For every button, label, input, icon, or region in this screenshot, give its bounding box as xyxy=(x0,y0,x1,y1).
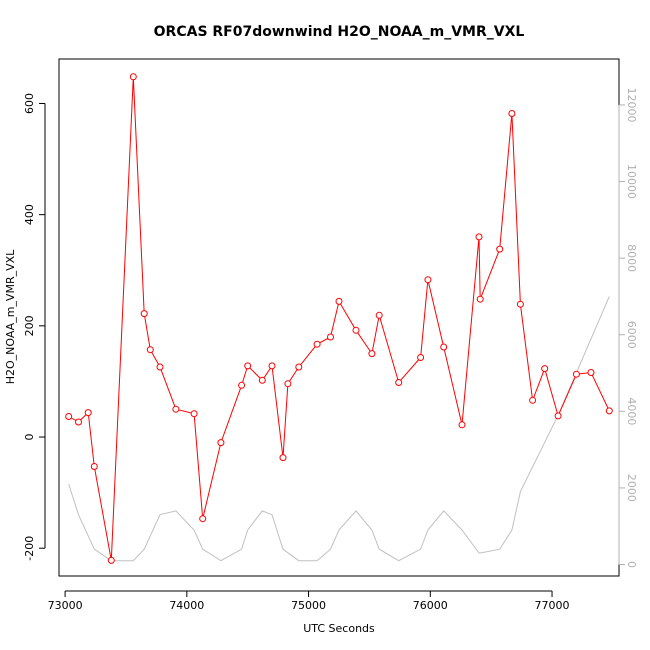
data-point xyxy=(368,350,376,358)
data-point xyxy=(476,295,484,303)
data-point xyxy=(129,73,137,81)
data-point xyxy=(107,556,115,564)
data-point xyxy=(516,300,524,308)
data-point xyxy=(424,276,432,284)
series-line-1 xyxy=(68,296,610,562)
data-point xyxy=(496,245,504,253)
data-point xyxy=(313,340,321,348)
altitude-series xyxy=(68,296,610,562)
x-axis-label: UTC Seconds xyxy=(303,622,375,635)
data-point xyxy=(440,343,448,351)
data-point xyxy=(375,311,383,319)
data-point xyxy=(190,410,198,418)
y-axis-label: H2O_NOAA_m_VMR_VXL xyxy=(4,249,17,384)
plot-frame xyxy=(58,58,620,577)
data-point xyxy=(395,379,403,386)
data-point xyxy=(84,409,92,417)
series-line-0 xyxy=(68,76,610,561)
data-point xyxy=(244,362,252,370)
y-axis-right: 0 2000 4000 6000 8000 10000 12000 xyxy=(618,87,638,568)
data-point xyxy=(587,369,595,376)
chart-title: ORCAS RF07downwind H2O_NOAA_m_VMR_VXL xyxy=(154,24,525,40)
data-point xyxy=(475,233,483,241)
data-point xyxy=(541,365,549,373)
data-point xyxy=(238,381,246,389)
data-point xyxy=(295,363,303,371)
x-tick-label: 75000 xyxy=(291,599,326,612)
h2o-series xyxy=(65,73,613,564)
data-point xyxy=(258,376,266,384)
x-tick-label: 74000 xyxy=(169,599,204,612)
y2-tick-label: 6000 xyxy=(625,321,638,349)
x-tick-label: 76000 xyxy=(413,599,448,612)
data-point xyxy=(508,110,516,117)
y2-tick-label: 10000 xyxy=(625,164,638,199)
data-point xyxy=(75,418,82,426)
data-point xyxy=(327,333,334,341)
data-point xyxy=(140,310,148,318)
y2-tick-label: 8000 xyxy=(625,244,638,272)
x-axis: 73000 74000 75000 76000 77000 xyxy=(48,590,570,612)
data-point xyxy=(529,396,537,404)
data-point xyxy=(172,405,180,413)
y2-tick-label: 2000 xyxy=(625,474,638,502)
y-tick-label: 400 xyxy=(23,204,36,225)
data-point xyxy=(90,463,98,470)
data-point xyxy=(554,412,562,420)
y2-tick-label: 0 xyxy=(625,561,638,568)
y-axis-left: -200 0 200 400 600 xyxy=(23,93,46,561)
data-point xyxy=(268,362,276,370)
data-point xyxy=(417,354,425,361)
data-point xyxy=(146,346,154,354)
data-point xyxy=(572,370,580,378)
y2-tick-label: 4000 xyxy=(625,397,638,425)
y-tick-label: 0 xyxy=(23,434,36,441)
y-tick-label: 200 xyxy=(23,315,36,336)
data-point xyxy=(279,454,287,462)
x-tick-label: 77000 xyxy=(535,599,570,612)
data-point xyxy=(65,413,73,420)
data-point xyxy=(352,326,360,334)
data-point xyxy=(199,515,207,523)
x-tick-label: 73000 xyxy=(48,599,83,612)
y2-tick-label: 12000 xyxy=(625,87,638,122)
y-tick-label: 600 xyxy=(23,93,36,114)
data-point xyxy=(458,421,466,429)
data-point xyxy=(156,363,164,371)
data-point xyxy=(217,439,225,447)
data-point xyxy=(605,407,613,415)
data-point xyxy=(335,297,343,305)
y-tick-label: -200 xyxy=(23,536,36,561)
data-point xyxy=(284,380,292,388)
